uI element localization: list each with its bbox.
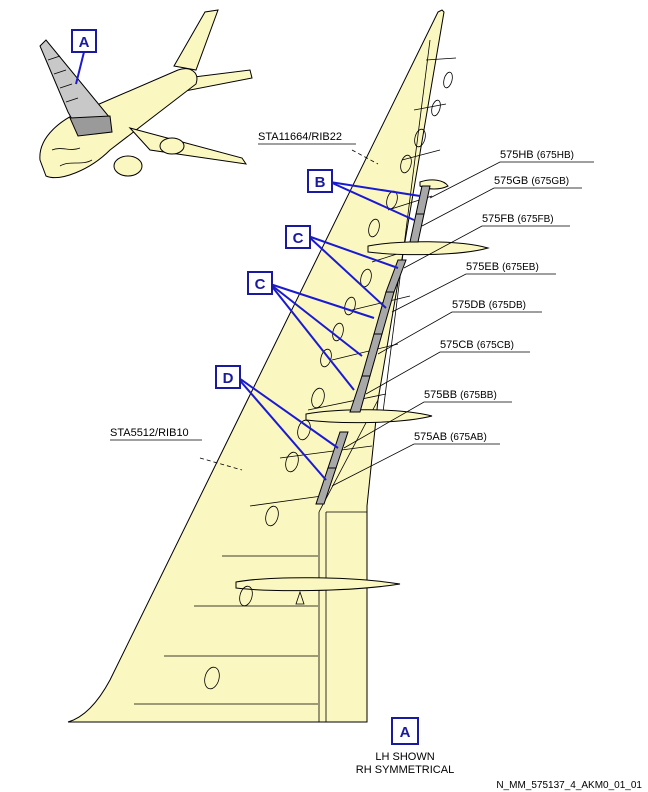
- panel-label-575AB: 575AB (675AB): [414, 431, 487, 443]
- svg-text:D: D: [223, 370, 234, 387]
- callout-c-lower: C: [247, 271, 273, 295]
- station-label-rib22: STA11664/RIB22: [258, 131, 342, 143]
- panel-label-575DB: 575DB (675DB): [452, 299, 526, 311]
- aircraft-thumbnail: [39, 9, 253, 178]
- svg-text:C: C: [255, 276, 266, 293]
- reference-code: N_MM_575137_4_AKM0_01_01: [496, 780, 642, 791]
- callout-d: D: [215, 365, 241, 389]
- svg-text:B: B: [315, 174, 326, 191]
- callout-a-top: A: [71, 29, 97, 53]
- station-label-rib10: STA5512/RIB10: [110, 427, 189, 439]
- leader-575DB: [377, 311, 542, 355]
- leader-575BB: [343, 401, 512, 449]
- access-panels: [315, 185, 431, 505]
- panel-575CB: [349, 375, 371, 413]
- svg-text:C: C: [293, 230, 304, 247]
- callout-c-upper: C: [285, 225, 311, 249]
- note-lh-shown: LH SHOWN: [375, 751, 434, 763]
- station-line-rib10: [199, 457, 243, 471]
- panel-575HB: [415, 185, 431, 215]
- leader-575EB: [391, 273, 556, 313]
- panel-575GB: [409, 213, 425, 243]
- panel-575AB: [315, 467, 337, 505]
- callout-leaders: [75, 51, 421, 481]
- panel-label-575BB: 575BB (675BB): [424, 389, 497, 401]
- panel-label-575FB: 575FB (675FB): [482, 213, 554, 225]
- panel-label-575EB: 575EB (675EB): [466, 261, 539, 273]
- callout-a-bottom: A: [391, 717, 419, 745]
- leader-575HB: [429, 161, 594, 199]
- panel-labels: 575HB (675HB) 575GB (675GB) 575FB (675FB…: [331, 149, 594, 487]
- panel-label-575HB: 575HB (675HB): [500, 149, 574, 161]
- svg-text:A: A: [400, 724, 411, 741]
- panel-label-575CB: 575CB (675CB): [440, 339, 514, 351]
- svg-text:A: A: [79, 34, 90, 51]
- wing-planform: [67, 9, 490, 723]
- panel-label-575GB: 575GB (675GB): [494, 175, 569, 187]
- leader-575GB: [421, 187, 582, 227]
- leader-575FB: [403, 225, 570, 269]
- station-line-rib22: [351, 149, 379, 165]
- callout-b: B: [307, 169, 333, 193]
- leader-575CB: [365, 351, 530, 395]
- leader-575AB: [331, 443, 500, 487]
- note-rh-symmetrical: RH SYMMETRICAL: [356, 764, 454, 776]
